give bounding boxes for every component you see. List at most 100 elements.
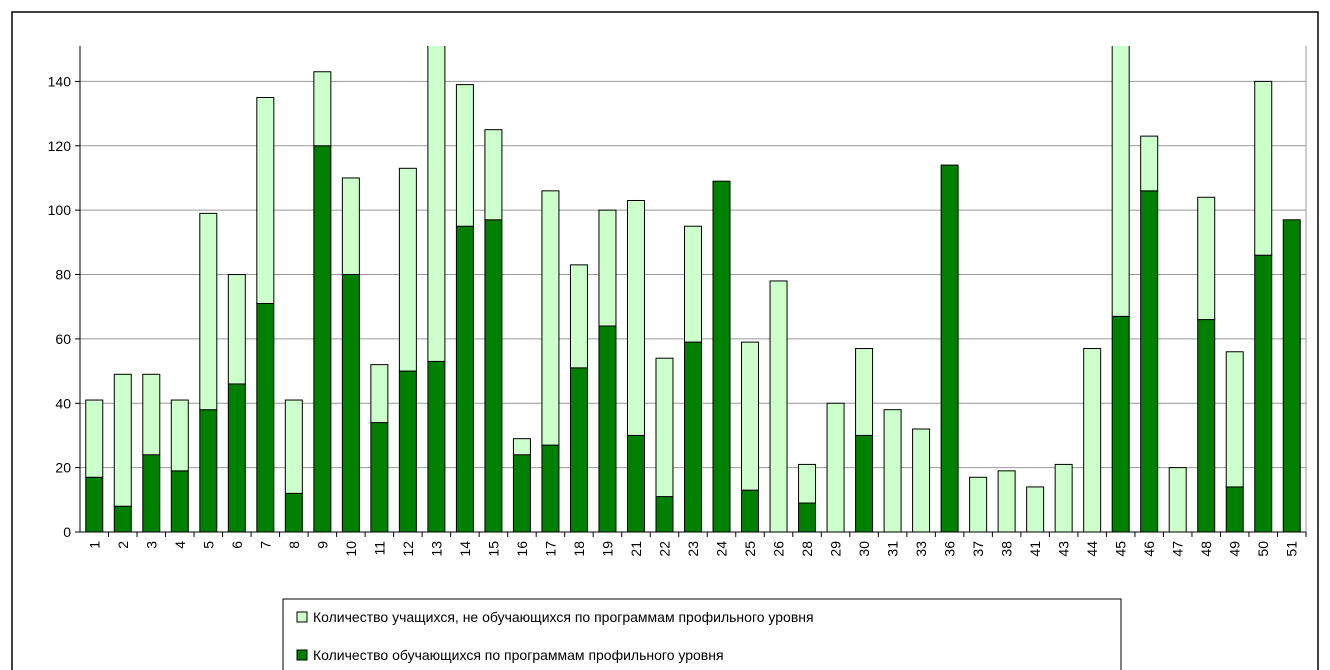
bar-segment xyxy=(855,434,874,533)
x-tick-label: 24 xyxy=(714,541,730,557)
x-tick-label: 2 xyxy=(115,541,131,549)
bar-segment xyxy=(341,177,360,276)
legend xyxy=(282,598,1122,670)
x-tick-label: 18 xyxy=(571,541,587,557)
bar-segment xyxy=(1140,190,1159,533)
bar-segment xyxy=(541,444,560,533)
x-tick-label: 19 xyxy=(599,541,615,557)
bar-segment xyxy=(455,225,474,533)
bar-segment xyxy=(313,145,332,533)
bar-segment xyxy=(398,167,417,372)
x-tick-label: 33 xyxy=(913,541,929,557)
bar-segment xyxy=(626,199,645,436)
x-tick-label: 26 xyxy=(771,541,787,557)
x-tick-label: 13 xyxy=(428,541,444,557)
bar-segment xyxy=(1254,254,1273,533)
x-tick-label: 31 xyxy=(885,541,901,557)
legend-swatch xyxy=(296,649,308,661)
x-tick-label: 17 xyxy=(542,541,558,557)
bar-segment xyxy=(484,219,503,533)
y-tick-label: 60 xyxy=(55,331,71,347)
bar-segment xyxy=(85,399,104,478)
bar-segment xyxy=(1225,486,1244,533)
x-tick-label: 30 xyxy=(856,541,872,557)
x-tick-label: 45 xyxy=(1113,541,1129,557)
bar-segment xyxy=(1054,463,1073,533)
bar-segment xyxy=(484,129,503,221)
x-tick-label: 16 xyxy=(514,541,530,557)
y-tick-label: 100 xyxy=(48,202,72,218)
bar-segment xyxy=(912,428,931,533)
y-tick-label: 140 xyxy=(48,73,72,89)
bar-segment xyxy=(655,496,674,533)
bar-segment xyxy=(1225,351,1244,488)
bar-segment xyxy=(598,325,617,533)
bar-segment xyxy=(1197,319,1216,533)
bar-segment xyxy=(227,383,246,533)
bar-segment xyxy=(227,274,246,385)
bar-segment xyxy=(113,505,132,533)
bar-segment xyxy=(1140,135,1159,192)
bar-segment xyxy=(284,399,303,494)
bar-segment xyxy=(969,476,988,533)
x-tick-label: 6 xyxy=(229,541,245,549)
bar-segment xyxy=(541,190,560,446)
bar-segment xyxy=(1282,219,1301,533)
y-tick-label: 20 xyxy=(55,460,71,476)
bar-segment xyxy=(284,492,303,533)
x-tick-label: 46 xyxy=(1141,541,1157,557)
y-tick-label: 0 xyxy=(63,524,71,540)
x-tick-label: 9 xyxy=(314,541,330,549)
x-tick-label: 14 xyxy=(457,541,473,557)
x-tick-label: 51 xyxy=(1284,541,1300,557)
bar-segment xyxy=(1197,196,1216,321)
x-tick-label: 43 xyxy=(1056,541,1072,557)
x-tick-label: 1 xyxy=(86,541,102,549)
x-tick-label: 3 xyxy=(143,541,159,549)
bar-segment xyxy=(512,438,531,456)
legend-label: Количество учащихся, не обучающихся по п… xyxy=(313,609,814,625)
bar-segment xyxy=(684,225,702,343)
bar-segment xyxy=(85,476,104,533)
bar-segment xyxy=(512,454,531,533)
bar-segment xyxy=(798,463,817,504)
bar-segment xyxy=(712,180,731,533)
bar-segment xyxy=(1111,46,1130,317)
y-tick-label: 120 xyxy=(48,138,72,154)
bar-segment xyxy=(256,302,275,533)
bar-segment xyxy=(313,71,332,147)
x-tick-label: 28 xyxy=(799,541,815,557)
bar-segment xyxy=(341,274,360,533)
bar-segment xyxy=(569,367,588,533)
x-tick-label: 36 xyxy=(942,541,958,557)
bar-segment xyxy=(398,370,417,533)
bar-segment xyxy=(798,502,817,533)
bar-segment xyxy=(370,364,389,424)
bar-segment xyxy=(199,409,218,533)
x-tick-label: 49 xyxy=(1227,541,1243,557)
bar-segment xyxy=(256,96,275,304)
bar-segment xyxy=(113,373,132,507)
bar-segment xyxy=(170,399,189,472)
x-tick-label: 44 xyxy=(1084,541,1100,557)
x-tick-label: 47 xyxy=(1170,541,1186,557)
bar-segment xyxy=(427,360,446,533)
legend-label: Количество обучающихся по программам про… xyxy=(313,647,724,663)
x-tick-label: 41 xyxy=(1027,541,1043,557)
x-tick-label: 48 xyxy=(1198,541,1214,557)
bar-segment xyxy=(855,348,874,436)
bar-segment xyxy=(569,264,588,369)
x-tick-label: 50 xyxy=(1255,541,1271,557)
x-tick-label: 25 xyxy=(742,541,758,557)
bar-segment xyxy=(826,402,845,533)
bar-segment xyxy=(1111,315,1130,533)
x-tick-label: 23 xyxy=(685,541,701,557)
x-tick-label: 38 xyxy=(999,541,1015,557)
bar-segment xyxy=(598,209,617,327)
y-tick-label: 80 xyxy=(55,267,71,283)
y-tick-label: 40 xyxy=(55,395,71,411)
x-tick-label: 5 xyxy=(200,541,216,549)
x-tick-label: 11 xyxy=(371,541,387,556)
x-tick-label: 21 xyxy=(628,541,644,557)
